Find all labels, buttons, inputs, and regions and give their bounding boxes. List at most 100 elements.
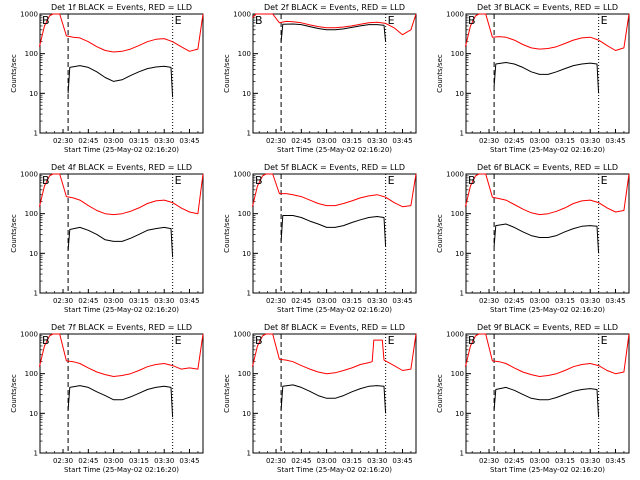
events-rate-line xyxy=(67,385,174,418)
plot-frame xyxy=(39,333,204,454)
x-tick-label: 03:45 xyxy=(392,297,412,305)
lld-rate-line xyxy=(38,13,204,53)
x-tick-label: 03:00 xyxy=(530,137,550,145)
y-tick-label: 10 xyxy=(455,90,464,98)
x-tick-label: 02:30 xyxy=(266,457,286,465)
x-tick-label: 03:00 xyxy=(104,137,124,145)
x-tick-label: 03:45 xyxy=(605,297,625,305)
panel-det-4: Det 4f BLACK = Events, RED = LLD 1 10 100 10… xyxy=(10,163,204,314)
events-rate-line xyxy=(493,223,600,254)
x-tick-label: 03:00 xyxy=(104,457,124,465)
x-tick-label: 02:30 xyxy=(479,137,499,145)
x-tick-label: 02:45 xyxy=(504,297,524,305)
end-marker: E xyxy=(601,14,608,27)
y-tick-label: 1000 xyxy=(233,171,251,179)
panel-det-5: Det 5f BLACK = Events, RED = LLD 1 10 100 10… xyxy=(223,163,417,314)
panel-title: Det 6f BLACK = Events, RED = LLD xyxy=(477,163,618,172)
events-rate-line xyxy=(67,65,174,98)
y-tick-label: 1 xyxy=(34,450,38,458)
panel-det-7: Det 7f BLACK = Events, RED = LLD 1 10 100 10… xyxy=(10,323,204,474)
x-tick-label: 03:30 xyxy=(580,297,600,305)
x-tick-label: 03:45 xyxy=(179,457,199,465)
x-axis-label: Start Time (25-May-02 02:16:20) xyxy=(64,306,179,314)
y-tick-label: 1 xyxy=(247,130,251,138)
y-tick-label: 100 xyxy=(451,210,464,218)
y-tick-label: 1000 xyxy=(233,11,251,19)
y-tick-label: 1 xyxy=(247,290,251,298)
lld-rate-line xyxy=(251,173,417,208)
y-tick-label: 10 xyxy=(242,410,251,418)
x-tick-label: 03:30 xyxy=(367,297,387,305)
panel-title: Det 9f BLACK = Events, RED = LLD xyxy=(477,323,618,332)
y-tick-label: 10 xyxy=(242,250,251,258)
events-rate-line xyxy=(280,215,387,247)
lld-rate-line xyxy=(38,333,204,377)
x-tick-label: 03:30 xyxy=(154,297,174,305)
panel-title: Det 5f BLACK = Events, RED = LLD xyxy=(264,163,405,172)
end-marker: E xyxy=(601,174,608,187)
x-tick-label: 03:00 xyxy=(317,297,337,305)
y-tick-label: 100 xyxy=(25,370,38,378)
x-tick-label: 03:15 xyxy=(555,137,575,145)
x-tick-label: 03:15 xyxy=(342,457,362,465)
panel-det-9: Det 9f BLACK = Events, RED = LLD 1 10 100 10… xyxy=(436,323,630,474)
events-rate-line xyxy=(280,384,387,414)
lld-rate-line xyxy=(252,13,417,36)
start-marker: B xyxy=(255,174,263,187)
x-tick-label: 03:00 xyxy=(530,457,550,465)
y-axis-label: Counts/sec xyxy=(436,214,444,253)
panel-title: Det 2f BLACK = Events, RED = LLD xyxy=(264,3,405,12)
y-tick-label: 100 xyxy=(238,50,251,58)
y-tick-label: 1000 xyxy=(446,171,464,179)
x-tick-label: 03:15 xyxy=(129,457,149,465)
x-tick-label: 02:30 xyxy=(266,297,286,305)
y-tick-label: 1 xyxy=(34,130,38,138)
x-tick-label: 03:45 xyxy=(179,137,199,145)
start-marker: B xyxy=(42,14,50,27)
x-tick-label: 03:00 xyxy=(104,297,124,305)
y-axis-label: Counts/sec xyxy=(436,54,444,93)
y-tick-label: 10 xyxy=(29,250,38,258)
x-axis-label: Start Time (25-May-02 02:16:20) xyxy=(490,146,605,154)
y-axis-label: Counts/sec xyxy=(10,214,18,253)
y-tick-label: 100 xyxy=(451,370,464,378)
panel-title: Det 8f BLACK = Events, RED = LLD xyxy=(264,323,405,332)
x-tick-label: 02:30 xyxy=(266,137,286,145)
events-rate-line xyxy=(493,386,600,418)
end-marker: E xyxy=(175,174,182,187)
x-tick-label: 03:45 xyxy=(392,137,412,145)
events-rate-line xyxy=(67,226,174,258)
y-tick-label: 1 xyxy=(247,450,251,458)
y-tick-label: 1000 xyxy=(446,331,464,339)
x-tick-label: 03:30 xyxy=(154,137,174,145)
plot-frame xyxy=(252,333,417,454)
x-tick-label: 03:15 xyxy=(342,137,362,145)
x-axis-label: Start Time (25-May-02 02:16:20) xyxy=(490,466,605,474)
y-tick-label: 1 xyxy=(34,290,38,298)
x-axis-label: Start Time (25-May-02 02:16:20) xyxy=(277,306,392,314)
lld-rate-line xyxy=(464,13,630,51)
start-marker: B xyxy=(468,334,476,347)
x-tick-label: 03:00 xyxy=(317,457,337,465)
lld-rate-line xyxy=(464,333,630,377)
y-tick-label: 1 xyxy=(460,450,464,458)
start-marker: B xyxy=(255,14,263,27)
x-tick-label: 02:45 xyxy=(291,457,311,465)
x-tick-label: 02:30 xyxy=(53,457,73,465)
x-axis-label: Start Time (25-May-02 02:16:20) xyxy=(277,146,392,154)
panel-det-2: Det 2f BLACK = Events, RED = LLD 1 10 100 10… xyxy=(223,3,417,154)
x-tick-label: 02:45 xyxy=(291,297,311,305)
x-tick-label: 02:45 xyxy=(78,297,98,305)
x-tick-label: 03:30 xyxy=(367,457,387,465)
plot-frame xyxy=(39,13,204,134)
events-rate-line xyxy=(280,23,387,42)
y-tick-label: 10 xyxy=(455,410,464,418)
panel-det-8: Det 8f BLACK = Events, RED = LLD 1 10 100 10… xyxy=(223,323,417,474)
y-tick-label: 10 xyxy=(455,250,464,258)
x-tick-label: 03:15 xyxy=(555,297,575,305)
lld-rate-line xyxy=(38,173,204,216)
end-marker: E xyxy=(175,14,182,27)
start-marker: B xyxy=(468,14,476,27)
x-tick-label: 02:45 xyxy=(78,137,98,145)
